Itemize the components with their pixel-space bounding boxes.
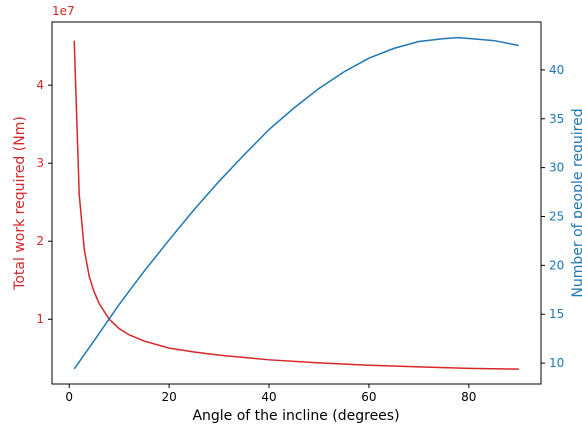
y2-tick-label: 10 [549, 356, 564, 370]
line-series [73, 40, 519, 370]
y2-tick-label: 25 [549, 209, 564, 223]
y-tick-label: 3 [36, 156, 44, 170]
x-tick-label: 0 [65, 390, 73, 404]
y2-tick-label: 20 [549, 258, 564, 272]
x-tick-label: 60 [361, 390, 376, 404]
y-tick-label: 1 [36, 312, 44, 326]
x-tick-label: 40 [261, 390, 276, 404]
y2-axis-label: Number of people required [570, 108, 582, 297]
y2-tick-label: 30 [549, 161, 564, 175]
x-tick-label: 80 [461, 390, 476, 404]
line-series [73, 36, 519, 370]
y-axis-label: Total work required (Nm) [12, 116, 28, 291]
y2-tick-label: 15 [549, 307, 564, 321]
x-tick-label: 20 [161, 390, 176, 404]
y-tick-label: 2 [36, 234, 44, 248]
plot-frame [51, 21, 542, 385]
y2-tick-label: 40 [549, 63, 564, 77]
y-offset-label: 1e7 [52, 4, 75, 18]
x-axis-label: Angle of the incline (degrees) [192, 408, 399, 424]
y2-tick-label: 35 [549, 112, 564, 126]
y-tick-label: 4 [36, 78, 44, 92]
